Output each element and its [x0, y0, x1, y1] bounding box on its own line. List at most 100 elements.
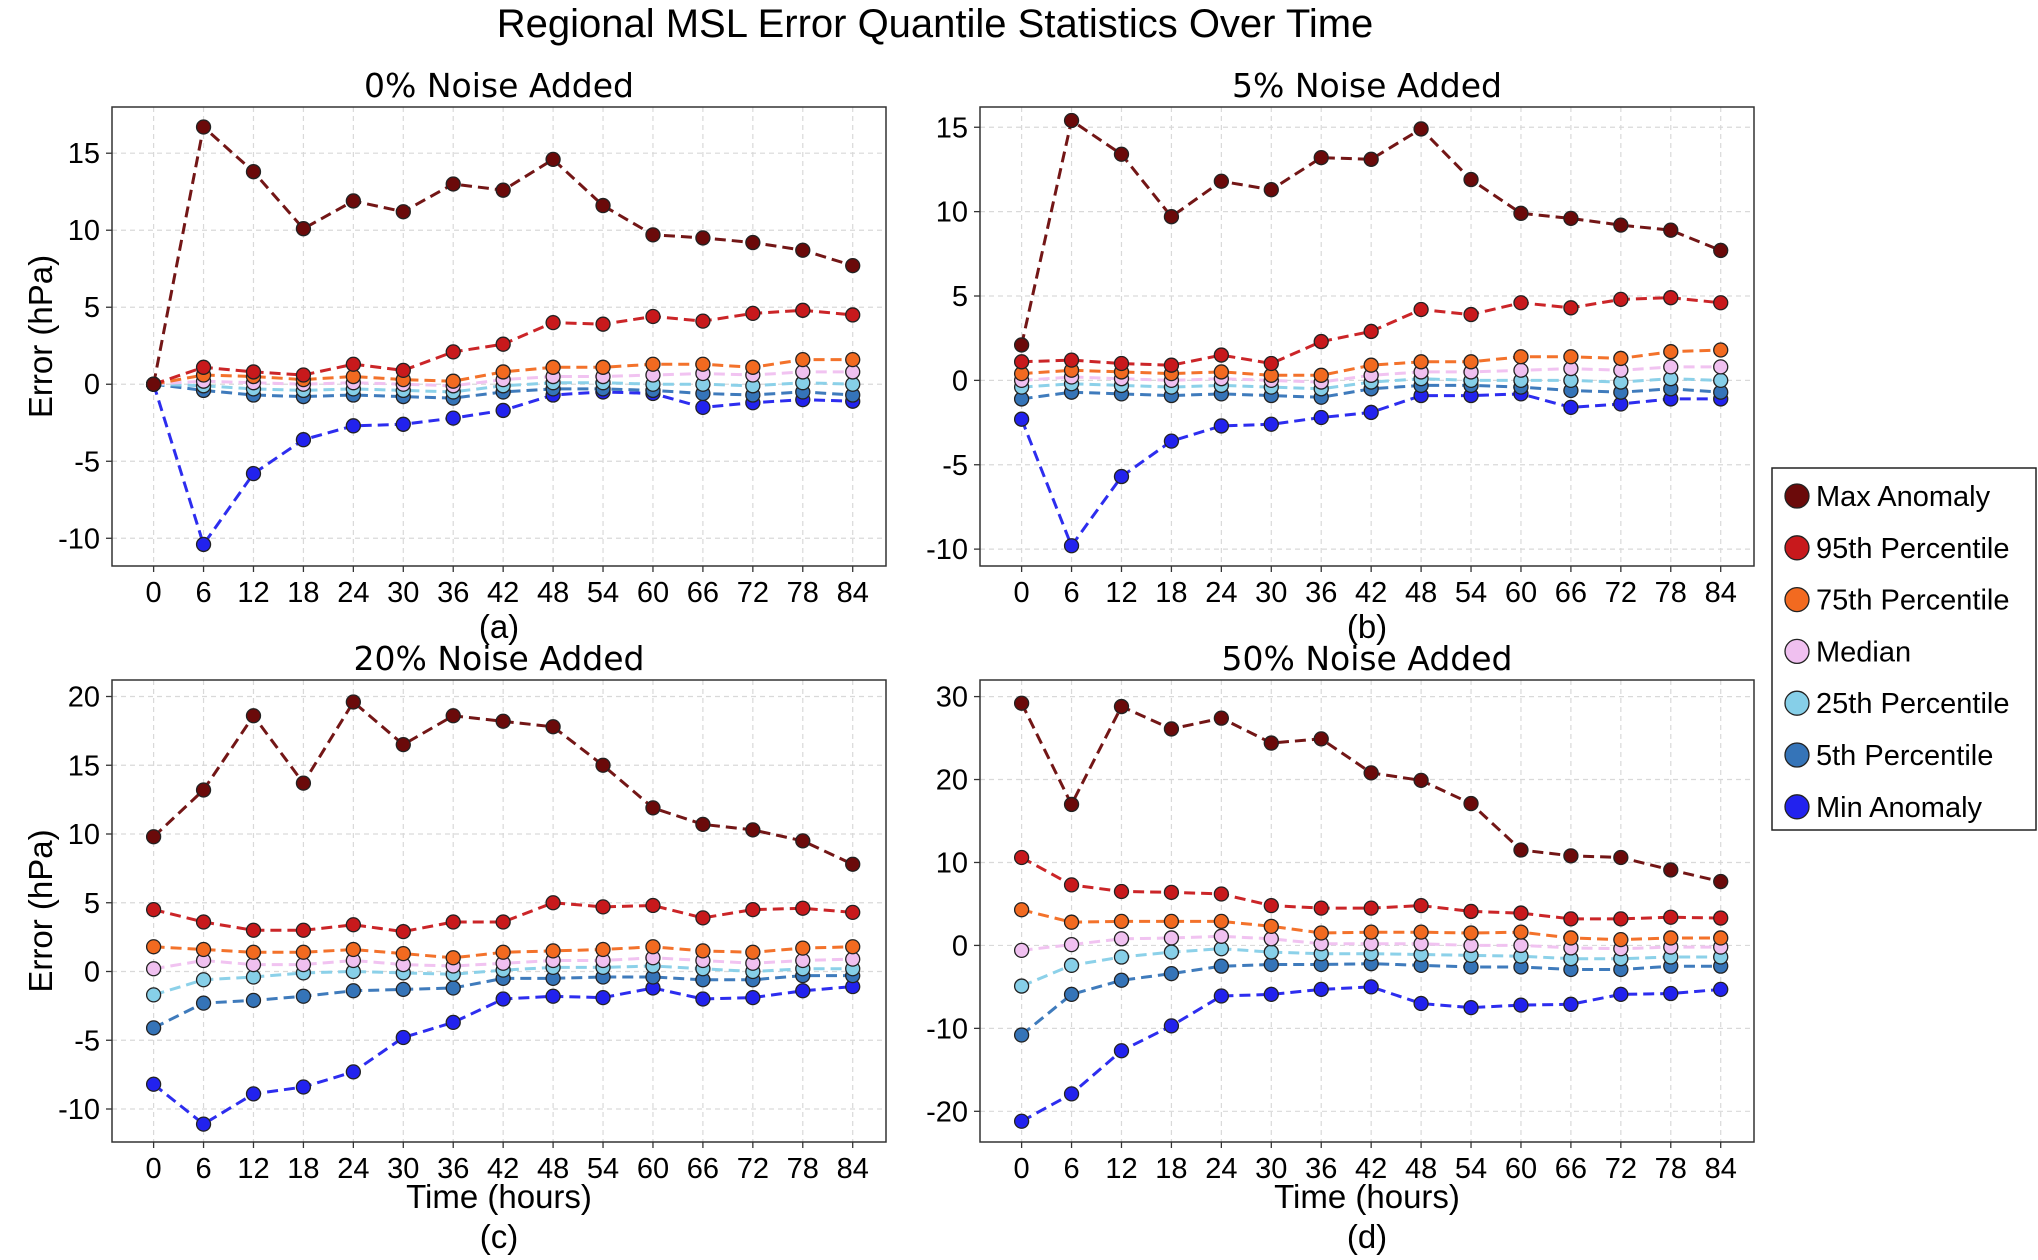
series-max-anomaly — [1013, 695, 1729, 890]
data-point — [1213, 347, 1230, 363]
legend-marker — [1784, 638, 1810, 665]
data-point — [345, 694, 362, 710]
x-tick-label: 72 — [1605, 1153, 1637, 1185]
data-point — [345, 1064, 362, 1080]
data-point — [1213, 418, 1230, 434]
data-point — [1513, 997, 1529, 1013]
data-point — [845, 307, 861, 323]
data-point — [145, 829, 162, 845]
data-point — [145, 1076, 162, 1092]
data-point — [1413, 924, 1429, 940]
data-point — [345, 193, 362, 209]
x-tick-label: 30 — [1255, 577, 1287, 609]
x-tick-label: 54 — [1455, 1153, 1487, 1185]
legend-marker — [1784, 690, 1810, 716]
legend-marker — [1784, 794, 1810, 820]
data-point — [745, 989, 761, 1006]
data-point — [695, 943, 711, 959]
x-tick-label: 12 — [237, 577, 269, 609]
data-point — [1463, 171, 1479, 188]
panel-title: 0% Noise Added — [364, 66, 634, 105]
data-point — [245, 164, 262, 180]
x-tick-label: 54 — [1455, 577, 1487, 609]
data-point — [395, 736, 411, 753]
data-point — [795, 242, 811, 258]
data-point — [145, 901, 162, 918]
data-point — [745, 305, 761, 322]
data-point — [695, 399, 711, 416]
data-point — [145, 987, 162, 1003]
data-point — [495, 402, 511, 419]
data-point — [1513, 362, 1529, 378]
x-tick-label: 66 — [687, 1153, 719, 1185]
series-95th-percentile — [145, 895, 861, 940]
series-line — [1020, 118, 1722, 346]
x-tick-label: 12 — [1105, 577, 1137, 609]
y-tick-label: 0 — [84, 957, 100, 989]
x-tick-label: 42 — [487, 577, 519, 609]
data-point — [445, 1014, 461, 1031]
data-point — [145, 939, 162, 955]
data-point — [1113, 931, 1130, 947]
panel-label: (b) — [1347, 608, 1387, 645]
series-line — [153, 358, 853, 386]
data-point — [445, 373, 461, 389]
y-tick-label: 0 — [84, 369, 100, 401]
data-point — [195, 941, 212, 958]
x-tick-label: 18 — [287, 577, 319, 609]
data-point — [345, 356, 362, 372]
data-point — [1563, 349, 1579, 365]
data-point — [195, 536, 212, 553]
y-tick-label: -5 — [74, 446, 100, 478]
x-tick-label: 24 — [1205, 577, 1237, 609]
data-point — [1613, 217, 1629, 233]
y-tick-label: 15 — [68, 138, 100, 170]
data-point — [495, 713, 511, 729]
x-tick-label: 12 — [1105, 1153, 1137, 1185]
data-point — [445, 914, 461, 930]
data-point — [1663, 985, 1679, 1002]
data-point — [1113, 972, 1130, 988]
y-tick-label: -10 — [58, 523, 100, 555]
x-tick-label: 36 — [1305, 1153, 1337, 1185]
data-point — [495, 182, 511, 198]
data-point — [1113, 1043, 1130, 1059]
data-point — [695, 816, 711, 833]
data-point — [1313, 409, 1329, 426]
data-point — [695, 991, 711, 1007]
x-tick-label: 48 — [1405, 1153, 1437, 1185]
data-point — [245, 708, 262, 724]
data-point — [445, 410, 461, 426]
data-point — [1713, 930, 1729, 946]
legend-label: 25th Percentile — [1816, 688, 2009, 720]
data-point — [1363, 979, 1379, 995]
data-point — [1663, 359, 1679, 375]
data-point — [1513, 205, 1529, 221]
data-point — [1063, 538, 1080, 554]
data-point — [1713, 342, 1729, 358]
data-point — [1513, 295, 1529, 311]
x-tick-label: 60 — [637, 1153, 669, 1185]
x-tick-label: 72 — [1605, 577, 1637, 609]
legend-box — [1771, 467, 2037, 831]
data-point — [845, 257, 861, 274]
x-tick-label: 6 — [1063, 1153, 1079, 1185]
data-point — [1413, 772, 1429, 789]
data-point — [195, 1116, 212, 1132]
x-tick-label: 18 — [287, 1153, 319, 1185]
data-point — [595, 899, 611, 915]
data-point — [245, 922, 262, 938]
data-point — [345, 983, 362, 999]
panel-label: (d) — [1347, 1218, 1387, 1255]
data-point — [445, 176, 461, 192]
data-point — [1163, 944, 1180, 960]
series-line — [1020, 985, 1721, 1123]
data-point — [1163, 913, 1180, 930]
data-point — [595, 941, 611, 958]
data-point — [345, 941, 362, 958]
data-point — [1563, 848, 1579, 864]
data-point — [1163, 433, 1180, 449]
data-point — [545, 988, 561, 1004]
